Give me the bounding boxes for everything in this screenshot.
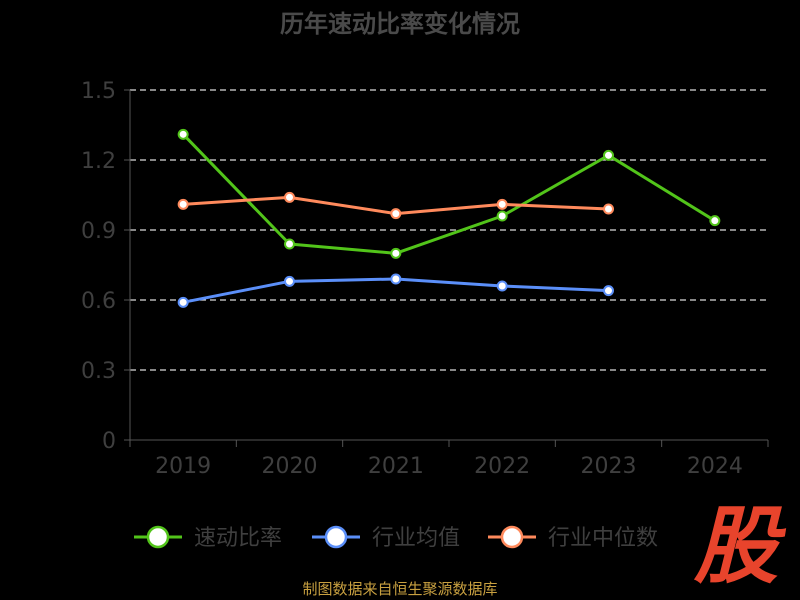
series-line	[182, 133, 716, 255]
series-group	[177, 128, 721, 308]
legend-item[interactable]: 速动比率	[134, 525, 282, 551]
x-tick-label: 2020	[262, 454, 318, 479]
legend-swatch-marker	[324, 525, 348, 549]
data-point[interactable]	[496, 210, 508, 222]
data-point[interactable]	[390, 273, 402, 285]
series-1	[177, 273, 614, 308]
data-source-note: 制图数据来自恒生聚源数据库	[302, 580, 498, 598]
data-point[interactable]	[709, 215, 721, 227]
y-tick-label: 0.3	[81, 359, 116, 384]
data-point[interactable]	[603, 149, 614, 161]
brand-logo: 股	[693, 497, 787, 595]
y-tick-label: 1.5	[81, 79, 116, 104]
legend-label: 行业中位数	[548, 526, 658, 551]
grid	[130, 89, 768, 371]
x-tick-label: 2024	[687, 454, 743, 479]
x-tick-label: 2023	[581, 454, 637, 479]
data-point[interactable]	[284, 275, 295, 287]
y-tick-label: 0.6	[81, 289, 116, 314]
series-2	[177, 191, 614, 220]
legend-swatch-marker	[146, 525, 170, 549]
x-tick-label: 2019	[155, 454, 211, 479]
legend[interactable]: 速动比率 行业均值 行业中位数	[134, 525, 658, 551]
legend-item[interactable]: 行业均值	[312, 525, 460, 551]
data-point[interactable]	[496, 198, 508, 210]
data-point[interactable]	[177, 296, 189, 308]
series-0	[177, 128, 721, 259]
y-tick-label: 1.2	[81, 149, 116, 174]
data-point[interactable]	[177, 198, 189, 210]
legend-item[interactable]: 行业中位数	[488, 525, 658, 551]
chart-title: 历年速动比率变化情况	[280, 10, 520, 38]
data-point[interactable]	[284, 191, 295, 203]
x-tick-label: 2022	[474, 454, 530, 479]
data-point[interactable]	[390, 247, 402, 259]
y-tick-label: 0.9	[81, 219, 116, 244]
data-point[interactable]	[603, 203, 614, 215]
data-point[interactable]	[177, 128, 189, 140]
data-point[interactable]	[496, 280, 508, 292]
legend-swatch-marker	[500, 525, 524, 549]
data-point[interactable]	[603, 285, 614, 297]
x-axis: 2019 2020 2021 2022 2023 2024	[129, 439, 769, 479]
y-axis-ticks: 0 0.3 0.6 0.9 1.2 1.5	[81, 79, 131, 454]
legend-label: 行业均值	[372, 526, 460, 551]
y-tick-label: 0	[102, 429, 116, 454]
data-point[interactable]	[390, 208, 402, 220]
data-point[interactable]	[284, 238, 295, 250]
x-tick-label: 2021	[368, 454, 424, 479]
legend-label: 速动比率	[194, 526, 282, 551]
